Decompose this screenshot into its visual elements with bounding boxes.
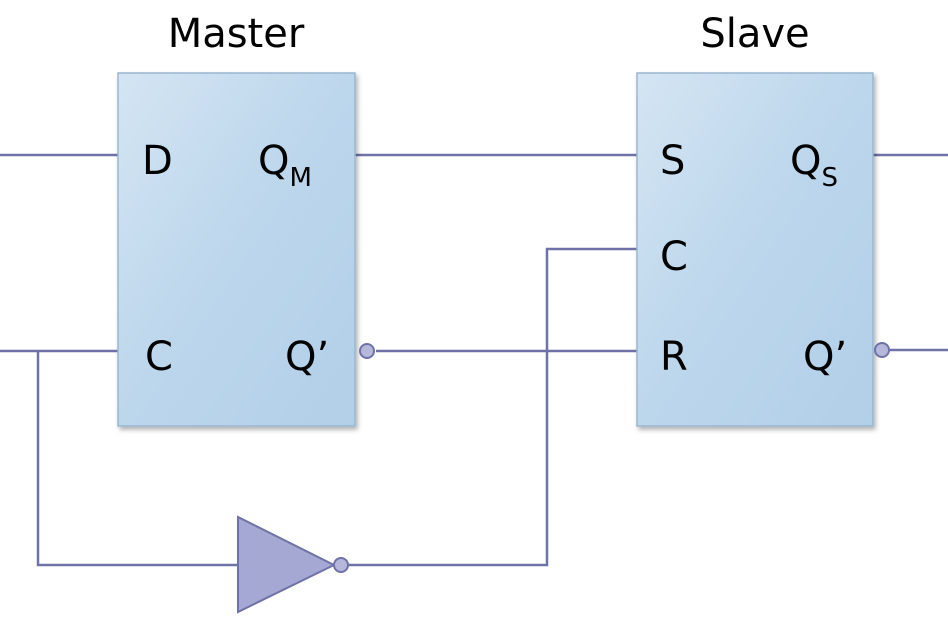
slave-qbar-label: Q’	[803, 334, 847, 380]
slave-qs-main: Q	[790, 138, 821, 184]
inverter-triangle-icon	[237, 515, 337, 614]
slave-s-label: S	[660, 138, 685, 184]
slave-qs-subscript: S	[821, 163, 838, 193]
inverter-bubble	[333, 557, 349, 573]
master-qm-label: QM	[258, 138, 312, 193]
master-qbar-bubble	[359, 343, 375, 359]
master-d-label: D	[142, 138, 173, 184]
inverter	[237, 515, 349, 614]
master-block: Master D QM C Q’	[117, 11, 375, 427]
master-c-label: C	[145, 334, 173, 380]
slave-r-label: R	[660, 334, 688, 380]
slave-qbar-bubble	[874, 342, 890, 358]
slave-title: Slave	[700, 11, 809, 57]
slave-qs-label: QS	[790, 138, 838, 193]
master-qbar-label: Q’	[285, 334, 329, 380]
master-box	[117, 72, 356, 427]
clock-to-inverter-wire	[36, 351, 238, 567]
master-title: Master	[168, 11, 305, 57]
master-qm-subscript: M	[289, 163, 311, 193]
slave-block: Slave S QS C R Q’	[636, 11, 890, 427]
master-qm-main: Q	[258, 138, 289, 184]
slave-c-label: C	[660, 234, 688, 280]
wires	[0, 153, 948, 567]
inverter-to-slave-clock-wire	[347, 247, 637, 567]
slave-box	[636, 72, 874, 427]
